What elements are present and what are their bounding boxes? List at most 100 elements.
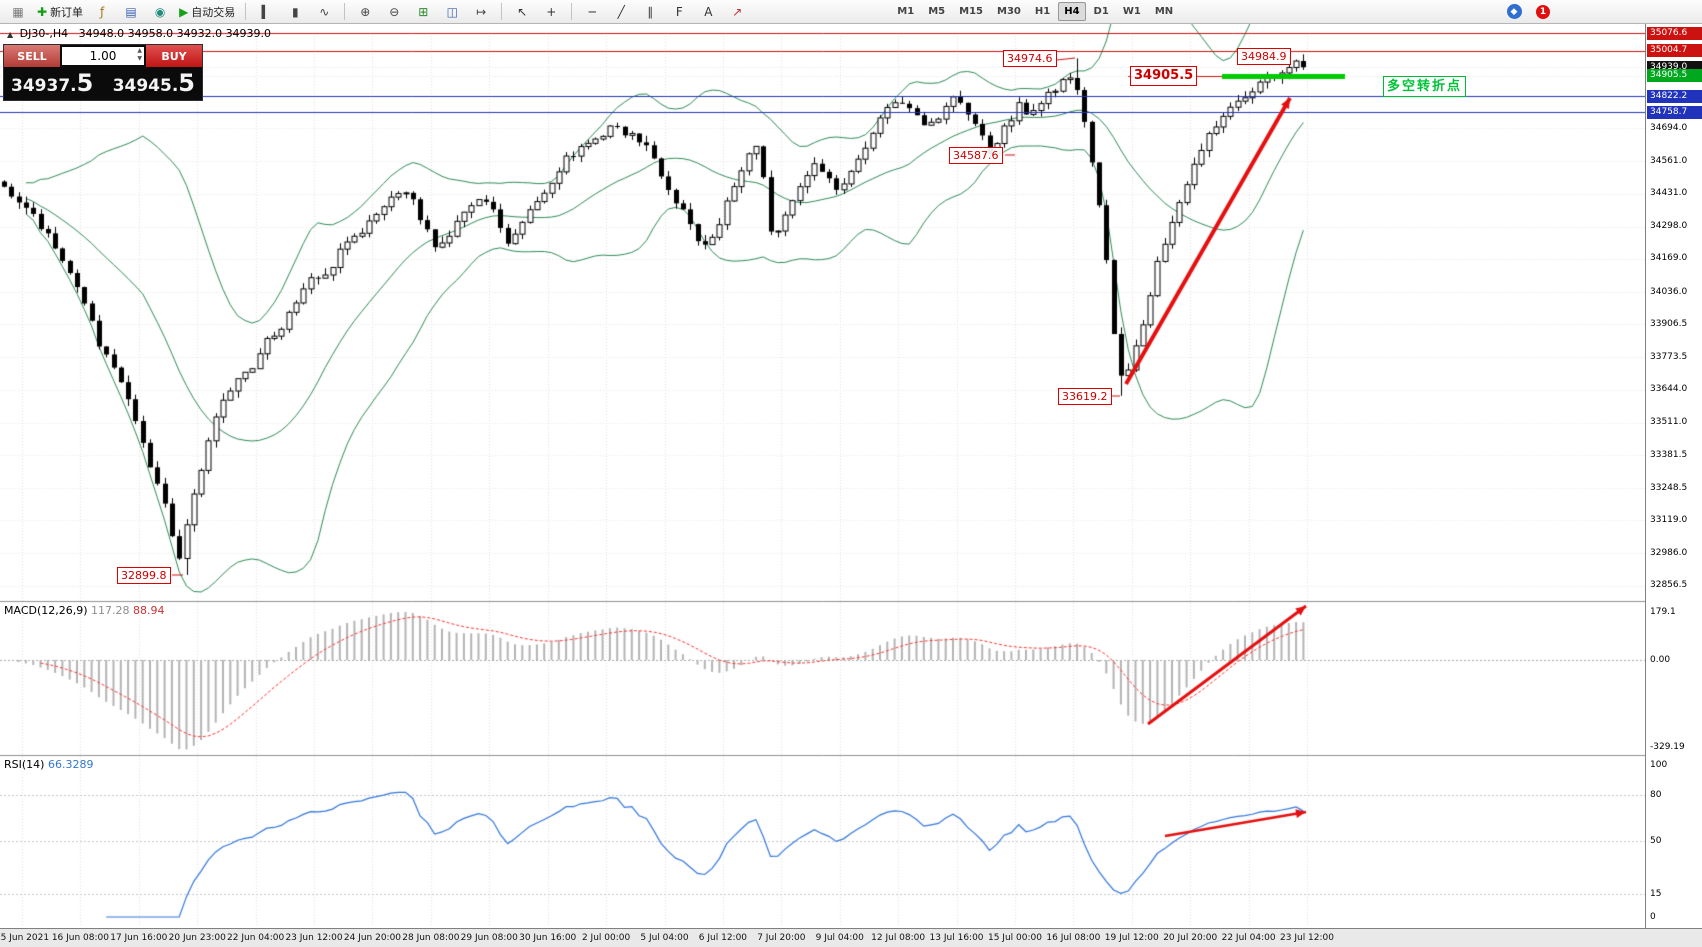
timeframe-m5[interactable]: M5 [928,6,946,17]
timeframe-m1[interactable]: M1 [897,6,915,17]
crosshair-icon[interactable]: + [537,1,565,23]
auto-trading-button[interactable]: ▶ 自动交易 [175,1,239,23]
channel-icon: ∥ [647,4,654,19]
grid-icon: ⊞ [418,4,429,19]
toolbar-separator [245,3,247,20]
zoom-in-icon[interactable]: ⊕ [351,1,379,23]
price-axis-label: 33773.5 [1650,351,1688,362]
price-annotation: 32899.8 [117,567,171,584]
zoom-out-icon[interactable]: ⊖ [380,1,408,23]
indicator-list-icon: ƒ [99,4,105,19]
timeframe-w1[interactable]: W1 [1122,6,1141,17]
community-button[interactable]: ◆ [1500,1,1528,23]
volume-input[interactable]: 1.00 ▲ ▼ [62,47,144,65]
time-axis-label: 2 Jul 00:00 [581,933,631,943]
bar-chart-icon[interactable]: ▍ [252,1,280,23]
macd-label: MACD(12,26,9) 117.28 88.94 [4,604,165,617]
cursor-icon: ↖ [517,4,528,19]
cursor-icon[interactable]: ↖ [508,1,536,23]
timeframe-h1[interactable]: H1 [1034,6,1051,17]
new-order-icon: ✚ [37,4,48,19]
price-axis-label: 33248.5 [1650,482,1688,493]
fibonacci-icon[interactable]: F [665,1,693,23]
ohlc-values: 34948.0 34958.0 34932.0 34939.0 [78,27,272,40]
market-watch-icon: ▤ [125,4,137,19]
macd-axis-label: -329.19 [1650,741,1685,752]
timeframe-mn[interactable]: MN [1154,6,1174,17]
navigator-icon: ◉ [154,4,166,19]
time-axis-label: 19 Jul 12:00 [1104,933,1159,943]
chart-shift-icon: ↦ [476,4,487,19]
volume-up-icon[interactable]: ▲ [137,47,142,54]
timeframe-m15[interactable]: M15 [959,6,984,17]
price-axis-label: 33644.0 [1650,384,1688,395]
chart-window-icon: ▦ [12,4,24,19]
new-order-button[interactable]: ✚ 新订单 [33,1,87,23]
price-annotation: 34587.6 [949,147,1003,164]
sell-price: 34937.5 [11,69,94,97]
grid-icon[interactable]: ⊞ [409,1,437,23]
volume-down-icon[interactable]: ▼ [137,55,142,62]
price-axis-label: 34298.0 [1650,221,1688,232]
rsi-axis-label: 80 [1650,789,1662,800]
toolbar-buttons: ▦ ✚ 新订单 ƒ ▤ ◉ ▶ 自动交易 ▍ ▮ ∿ ⊕ ⊖ ⊞ ◫ ↦ ↖ + ─ ╱ ∥ F A ↗ [4,1,751,23]
trendline-icon[interactable]: ╱ [607,1,635,23]
toolbar-right: ◆ 1 [1500,1,1550,23]
navigator-icon[interactable]: ◉ [146,1,174,23]
time-axis-label: 15 Jun 2021 [0,933,50,943]
tile-windows-icon[interactable]: ◫ [438,1,466,23]
candlestick-chart-icon[interactable]: ▮ [281,1,309,23]
price-axis-marker: 34905.5 [1647,69,1702,83]
time-axis-label: 29 Jun 08:00 [460,933,518,943]
price-axis[interactable]: 35076.6 35004.7 34939.0 34905.5 34822.2 34758… [1645,24,1702,928]
price-axis-marker: 34822.2 [1647,89,1702,103]
tile-windows-icon: ◫ [446,4,458,19]
symbol-label: DJ30-,H4 [19,27,69,40]
symbol-triangle-icon: ▲ [7,30,14,39]
price-axis-label: 33906.5 [1650,318,1688,329]
indicator-list-icon[interactable]: ƒ [88,1,116,23]
buy-price: 34945.5 [112,69,195,97]
zoom-out-icon: ⊖ [389,4,400,19]
chart-shift-icon[interactable]: ↦ [467,1,495,23]
price-axis-label: 34036.0 [1650,286,1688,297]
timeframe-m30[interactable]: M30 [997,6,1021,17]
horizontal-line-icon: ─ [588,4,596,19]
sell-button[interactable]: SELL [4,45,60,67]
time-axis-label: 22 Jun 04:00 [227,933,285,943]
price-axis-label: 33119.0 [1650,514,1688,525]
time-axis-label: 16 Jul 08:00 [1046,933,1101,943]
rsi-axis-label: 50 [1650,835,1662,846]
turning-point-note: 多空转折点 [1383,76,1467,97]
arrows-icon[interactable]: ↗ [723,1,751,23]
time-axis-label: 23 Jul 12:00 [1280,933,1335,943]
time-axis-label: 12 Jul 08:00 [871,933,926,943]
price-axis-label: 34694.0 [1650,122,1688,133]
chart-window-icon[interactable]: ▦ [4,1,32,23]
line-chart-icon[interactable]: ∿ [310,1,338,23]
line-chart-icon: ∿ [319,4,330,19]
time-axis[interactable]: 15 Jun 2021 16 Jun 08:00 17 Jun 16:00 20 Ju… [0,928,1702,947]
timeframe-group: M1 M5 M15 M30 H1 H4 D1 W1 MN [891,2,1179,21]
price-axis-label: 32986.0 [1650,547,1688,558]
price-annotation: 34974.6 [1003,50,1057,67]
timeframe-h4[interactable]: H4 [1058,2,1086,21]
text-icon[interactable]: A [694,1,722,23]
time-axis-label: 30 Jun 16:00 [519,933,577,943]
auto-trading-icon: ▶ [179,4,189,19]
time-axis-label: 9 Jul 04:00 [815,933,864,943]
notification-badge[interactable]: 1 [1536,4,1550,19]
market-watch-icon[interactable]: ▤ [117,1,145,23]
horizontal-line-icon[interactable]: ─ [578,1,606,23]
price-chart-canvas[interactable] [0,24,1645,928]
buy-button[interactable]: BUY [146,45,202,67]
volume-value: 1.00 [89,49,117,63]
one-click-trading-panel: SELL 1.00 ▲ ▼ BUY 34937.5 34945.5 [3,44,203,101]
channel-icon[interactable]: ∥ [636,1,664,23]
time-axis-label: 16 Jun 08:00 [51,933,109,943]
crosshair-icon: + [546,4,557,19]
price-annotation: 34984.9 [1237,48,1291,65]
time-axis-label: 24 Jun 20:00 [343,933,402,943]
timeframe-d1[interactable]: D1 [1093,6,1109,17]
